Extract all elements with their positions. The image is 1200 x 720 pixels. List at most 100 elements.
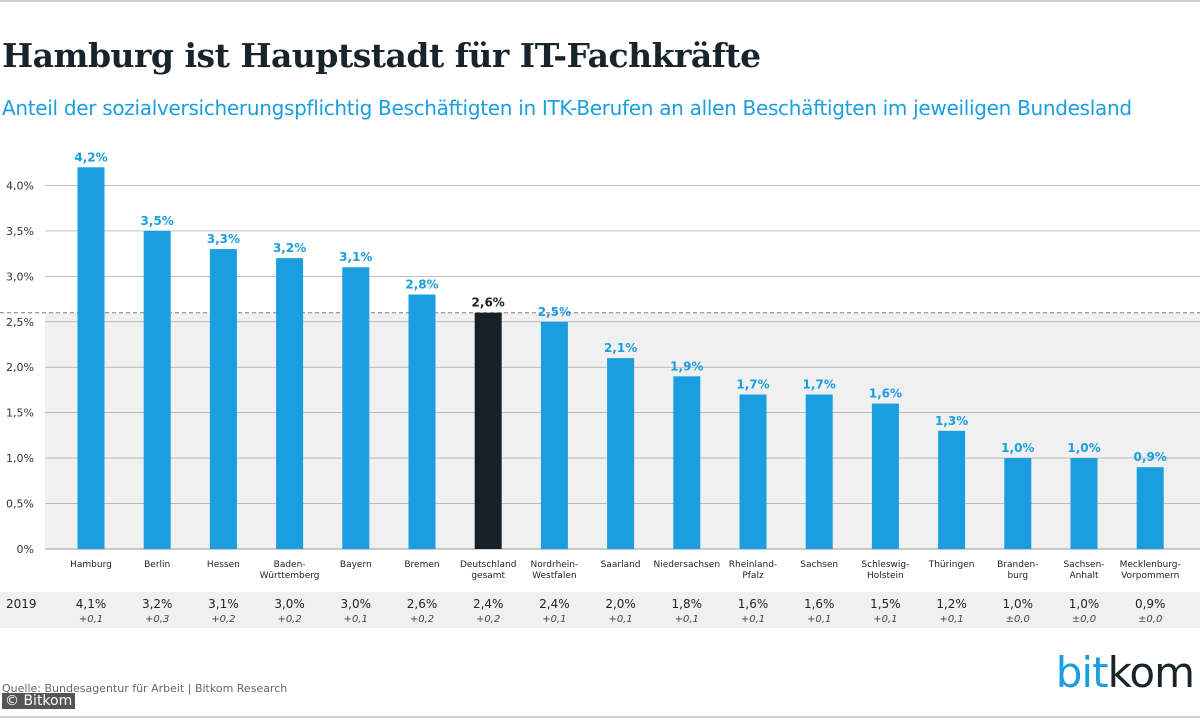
bar bbox=[673, 376, 701, 549]
comparison-value: 3,0% bbox=[341, 597, 372, 611]
x-tick-label: Sachsen-Anhalt bbox=[1063, 560, 1104, 581]
x-tick-label: Baden-Württemberg bbox=[260, 560, 320, 581]
comparison-value: 3,2% bbox=[142, 597, 173, 611]
data-label: 1,9% bbox=[670, 359, 703, 373]
y-tick-label: 0,5% bbox=[6, 498, 34, 511]
comparison-change: +0,1 bbox=[79, 614, 103, 625]
x-tick-label: Thüringen bbox=[928, 560, 975, 570]
x-tick-label: Hessen bbox=[207, 560, 240, 570]
y-tick-label: 1,0% bbox=[6, 452, 34, 465]
bar bbox=[342, 267, 370, 549]
chart-title: Hamburg ist Hauptstadt für IT-Fachkräfte bbox=[2, 36, 761, 75]
comparison-value: 3,1% bbox=[208, 597, 239, 611]
bar bbox=[474, 312, 502, 549]
data-label: 1,3% bbox=[935, 414, 968, 428]
x-tick-label: Nordrhein-Westfalen bbox=[531, 560, 579, 581]
chart-subtitle: Anteil der sozialversicherungspflichtig … bbox=[2, 96, 1132, 120]
x-tick-label: Mecklenburg-Vorpommern bbox=[1120, 560, 1181, 581]
data-label: 1,6% bbox=[869, 387, 902, 401]
x-tick-label: Bremen bbox=[404, 560, 439, 570]
y-tick-label: 3,0% bbox=[6, 270, 34, 283]
data-label: 2,8% bbox=[405, 278, 438, 292]
comparison-change: +0,2 bbox=[277, 614, 301, 625]
comparison-value: 2,0% bbox=[605, 597, 636, 611]
data-label: 3,1% bbox=[339, 250, 372, 264]
comparison-change: +0,1 bbox=[344, 614, 368, 625]
comparison-change: +0,2 bbox=[476, 614, 500, 625]
comparison-value: 1,0% bbox=[1069, 597, 1100, 611]
data-label: 4,2% bbox=[74, 150, 107, 164]
comparison-change: +0,1 bbox=[675, 614, 699, 625]
comparison-change: +0,2 bbox=[211, 614, 235, 625]
comparison-value: 1,6% bbox=[738, 597, 769, 611]
comparison-value: 1,8% bbox=[672, 597, 703, 611]
comparison-change: +0,1 bbox=[741, 614, 765, 625]
comparison-band bbox=[0, 592, 1200, 628]
comparison-value: 4,1% bbox=[76, 597, 107, 611]
data-label: 1,0% bbox=[1001, 441, 1034, 455]
data-label: 1,7% bbox=[736, 377, 769, 391]
x-tick-label: Saarland bbox=[601, 560, 641, 570]
x-tick-label: Hamburg bbox=[70, 560, 112, 570]
y-tick-label: 2,5% bbox=[6, 316, 34, 329]
y-tick-label: 1,5% bbox=[6, 407, 34, 420]
bar bbox=[871, 403, 899, 549]
comparison-change: +0,1 bbox=[873, 614, 897, 625]
comparison-value: 2,4% bbox=[539, 597, 570, 611]
top-divider bbox=[0, 0, 1200, 2]
comparison-year-label: 2019 bbox=[6, 597, 37, 611]
bar bbox=[1136, 467, 1164, 549]
data-label: 2,1% bbox=[604, 341, 637, 355]
x-tick-label: Deutschland gesamt bbox=[460, 560, 516, 581]
logo-part-bit: bit bbox=[1055, 648, 1109, 697]
y-tick-label: 0% bbox=[17, 543, 34, 556]
comparison-value: 2,4% bbox=[473, 597, 504, 611]
comparison-value: 0,9% bbox=[1135, 597, 1166, 611]
bar bbox=[77, 167, 105, 549]
bar bbox=[408, 294, 436, 549]
bar bbox=[739, 394, 767, 549]
comparison-change: +0,3 bbox=[145, 614, 169, 625]
comparison-change: +0,1 bbox=[608, 614, 632, 625]
comparison-change: +0,1 bbox=[542, 614, 566, 625]
bar bbox=[607, 358, 635, 549]
bitkom-logo: bitkom bbox=[1055, 648, 1195, 697]
data-label: 3,3% bbox=[207, 232, 240, 246]
y-tick-label: 4,0% bbox=[6, 179, 34, 192]
bar-chart: 0% 0,5% 1,0% 1,5% 2,0% 2,5% 3,0% 3,5% 4,0% 4,2% Ha… bbox=[0, 150, 1200, 628]
data-label: 3,5% bbox=[141, 214, 174, 228]
bar bbox=[209, 249, 237, 550]
x-tick-label: Rheinland-Pfalz bbox=[729, 560, 777, 581]
comparison-change: ±0,0 bbox=[1072, 614, 1096, 625]
data-label: 2,6% bbox=[472, 296, 505, 310]
bar bbox=[143, 230, 171, 549]
comparison-change: +0,1 bbox=[939, 614, 963, 625]
bottom-divider bbox=[0, 716, 1200, 718]
x-tick-label: Bayern bbox=[340, 560, 372, 570]
data-label: 1,7% bbox=[803, 377, 836, 391]
x-tick-label: Branden-burg bbox=[997, 560, 1038, 581]
bar bbox=[1070, 458, 1098, 549]
bar bbox=[1004, 458, 1032, 549]
copyright-label: © Bitkom bbox=[2, 693, 76, 709]
comparison-value: 2,6% bbox=[407, 597, 438, 611]
comparison-change: ±0,0 bbox=[1006, 614, 1030, 625]
logo-part-kom: kom bbox=[1107, 648, 1195, 697]
y-tick-label: 3,5% bbox=[6, 225, 34, 238]
data-label: 2,5% bbox=[538, 305, 571, 319]
comparison-change: +0,1 bbox=[807, 614, 831, 625]
comparison-change: ±0,0 bbox=[1138, 614, 1162, 625]
x-tick-label: Schleswig-Holstein bbox=[861, 560, 909, 581]
bar bbox=[276, 258, 304, 549]
comparison-value: 1,2% bbox=[936, 597, 967, 611]
data-label: 0,9% bbox=[1134, 450, 1167, 464]
comparison-value: 1,6% bbox=[804, 597, 835, 611]
source-note: Quelle: Bundesagentur für Arbeit | Bitko… bbox=[2, 682, 288, 695]
data-label: 3,2% bbox=[273, 241, 306, 255]
y-tick-label: 2,0% bbox=[6, 361, 34, 374]
bar bbox=[805, 394, 833, 549]
x-tick-label: Sachsen bbox=[800, 560, 838, 570]
comparison-value: 1,5% bbox=[870, 597, 901, 611]
data-label: 1,0% bbox=[1067, 441, 1100, 455]
comparison-change: +0,2 bbox=[410, 614, 434, 625]
